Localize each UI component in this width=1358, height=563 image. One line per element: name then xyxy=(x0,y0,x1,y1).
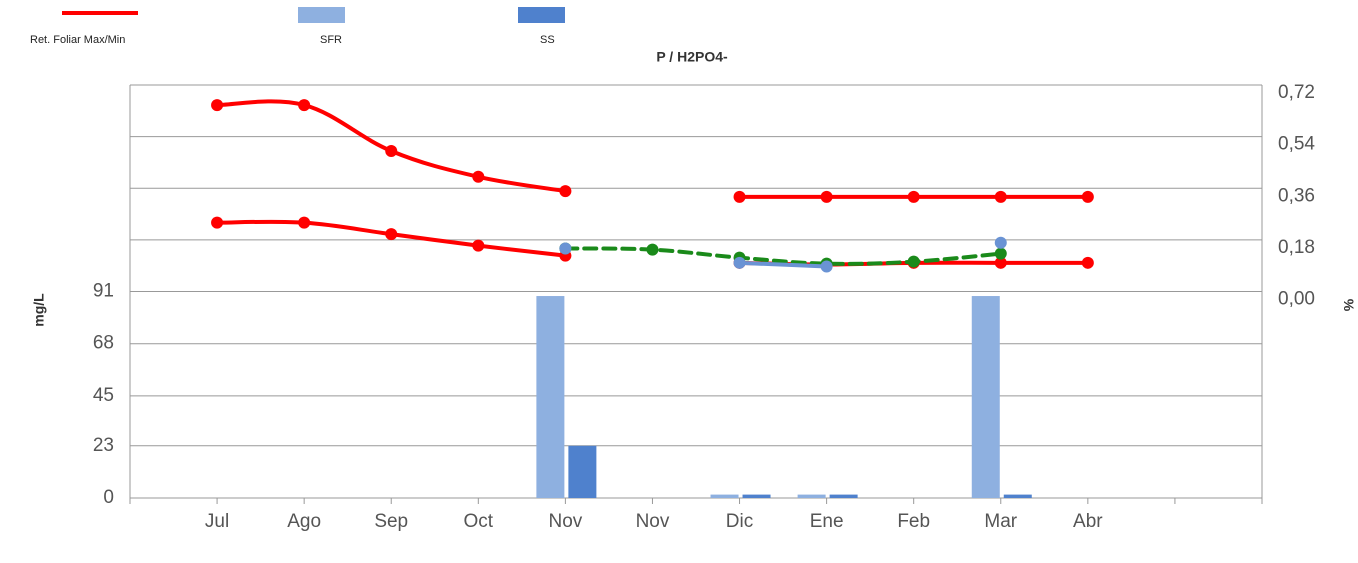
y-tick-label: 45 xyxy=(93,385,114,406)
x-tick-label: Ene xyxy=(810,511,844,532)
line-point xyxy=(472,170,485,183)
line-point xyxy=(1081,190,1094,203)
x-tick-label: Dic xyxy=(726,511,753,532)
line-point xyxy=(472,239,485,252)
y2-tick-label: 0,36 xyxy=(1278,185,1315,206)
bar xyxy=(1003,494,1032,498)
y2-tick-label: 0,00 xyxy=(1278,289,1315,310)
y2-tick-label: 0,54 xyxy=(1278,134,1315,155)
line-point xyxy=(733,190,746,203)
y2-axis-label: % xyxy=(1341,298,1357,311)
line xyxy=(215,99,1090,199)
line-point xyxy=(385,228,398,241)
line-point xyxy=(994,190,1007,203)
line-point xyxy=(994,247,1007,260)
bar xyxy=(829,494,858,498)
x-tick-label: Nov xyxy=(548,511,582,532)
legend-label: SS xyxy=(540,34,555,46)
x-tick-label: Jul xyxy=(205,511,229,532)
bar xyxy=(797,494,826,498)
line-point xyxy=(298,216,311,229)
line-point xyxy=(820,260,833,273)
line-point xyxy=(994,236,1007,249)
line-point xyxy=(1081,256,1094,269)
x-tick-label: Abr xyxy=(1073,511,1103,532)
x-tick-label: Sep xyxy=(374,511,408,532)
x-tick-label: Mar xyxy=(984,511,1017,532)
y2-tick-label: 0,18 xyxy=(1278,237,1315,258)
line-point xyxy=(646,243,659,256)
line-point xyxy=(211,99,224,112)
x-tick-label: Nov xyxy=(636,511,670,532)
bar xyxy=(568,445,597,498)
line-point xyxy=(820,190,833,203)
x-tick-label: Feb xyxy=(897,511,930,532)
line xyxy=(563,246,1003,266)
y-tick-label: 0 xyxy=(103,487,114,508)
chart-title: P / H2PO4- xyxy=(656,49,728,65)
line-point xyxy=(994,256,1007,269)
x-tick-label: Ago xyxy=(287,511,321,532)
y2-tick-label: 0,72 xyxy=(1278,82,1315,103)
y-tick-label: 23 xyxy=(93,435,114,456)
line-point xyxy=(211,216,224,229)
legend-label: Ret. Foliar Max/Min xyxy=(30,34,125,46)
legend-swatch xyxy=(518,7,565,23)
line-point xyxy=(907,255,920,268)
line-point xyxy=(298,99,311,112)
y-tick-label: 68 xyxy=(93,333,114,354)
line-point xyxy=(733,256,746,269)
line-point xyxy=(559,185,572,198)
bar xyxy=(536,296,565,498)
bar xyxy=(742,494,771,498)
bar xyxy=(710,494,739,498)
legend-swatch xyxy=(298,7,345,23)
legend-label: SFR xyxy=(320,34,342,46)
line-point xyxy=(559,242,572,255)
x-tick-label: Oct xyxy=(464,511,494,532)
bar xyxy=(971,296,1000,498)
line-point xyxy=(385,144,398,157)
line-point xyxy=(907,190,920,203)
y-axis-label: mg/L xyxy=(31,293,47,327)
y-tick-label: 91 xyxy=(93,281,114,302)
